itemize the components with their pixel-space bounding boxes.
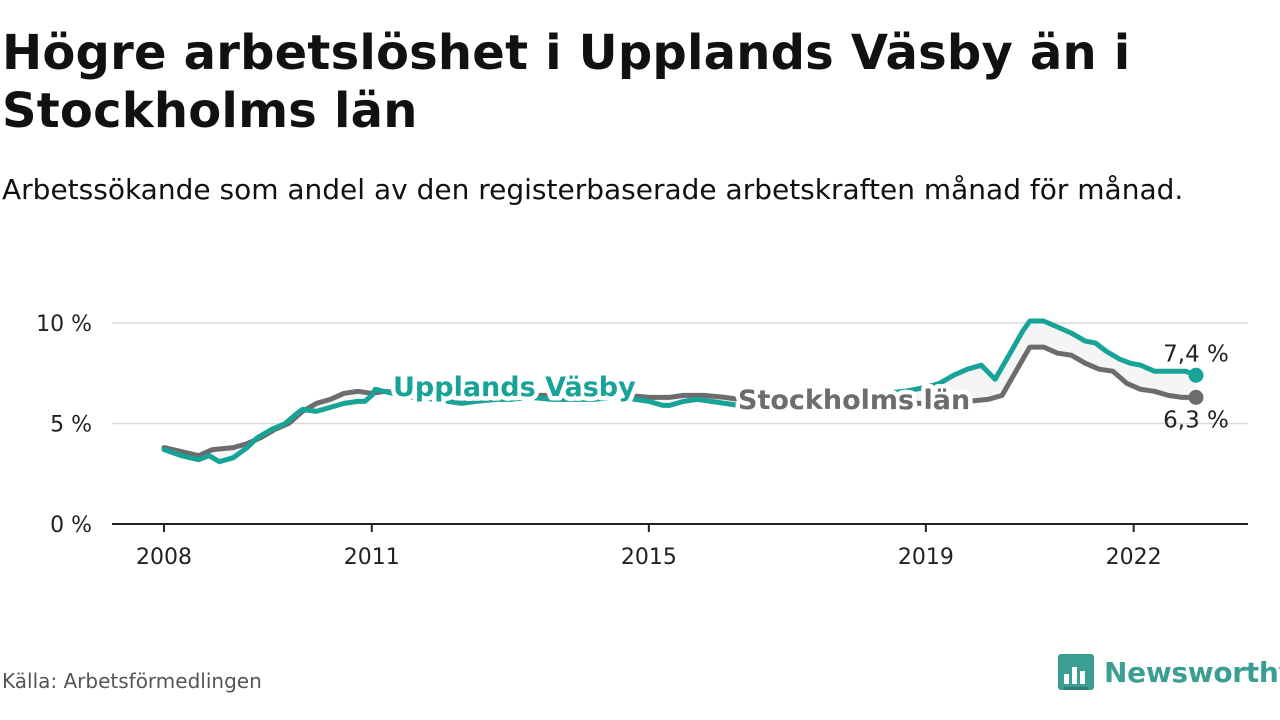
y-tick-label: 10 % <box>36 312 92 337</box>
y-tick-label: 5 % <box>50 413 92 438</box>
series-label-upplands-vasby: Upplands Väsby <box>393 372 636 403</box>
brand-name: Newsworthy <box>1104 655 1280 689</box>
gridlines <box>112 322 1248 425</box>
gap-band <box>164 321 1196 462</box>
series-labels: Upplands Väsby Stockholms län 7,4 % 6,3 % <box>389 341 1229 433</box>
source-note: Källa: Arbetsförmedlingen <box>2 669 262 693</box>
brand-logo[interactable]: Newsworthy <box>1058 654 1280 690</box>
end-point-upplands-vasby <box>1188 367 1204 383</box>
axes: 0 % 5 % 10 % 2008 2011 2015 2019 2022 <box>36 312 1248 570</box>
series-line-upplands-vasby <box>161 318 1199 465</box>
end-point-stockholms-lan <box>1188 389 1204 405</box>
chart-title: Högre arbetslöshet i Upplands Väsby än i… <box>2 25 1131 139</box>
x-tick-label: 2022 <box>1106 545 1162 570</box>
y-tick-label: 0 % <box>50 513 92 538</box>
chart-subtitle: Arbetssökande som andel av den registerb… <box>2 173 1184 206</box>
x-tick-label: 2015 <box>621 545 677 570</box>
line-chart: 0 % 5 % 10 % 2008 2011 2015 2019 2022 Upplands … <box>36 312 1248 570</box>
series-lines <box>161 318 1204 465</box>
series-label-stockholms-lan: Stockholms län <box>738 385 970 416</box>
end-label-stockholms-lan: 6,3 % <box>1163 407 1229 433</box>
series-line-stockholms-lan <box>161 344 1199 459</box>
newsworthy-logo-icon <box>1058 654 1094 690</box>
x-tick-label: 2019 <box>898 545 954 570</box>
x-tick-label: 2011 <box>344 545 400 570</box>
end-label-upplands-vasby: 7,4 % <box>1163 341 1229 367</box>
x-tick-label: 2008 <box>136 545 192 570</box>
